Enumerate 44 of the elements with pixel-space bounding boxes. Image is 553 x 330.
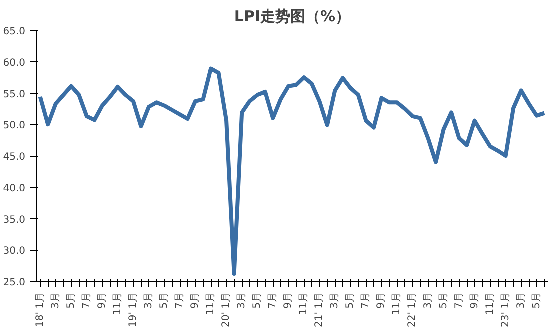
x-tick-label: 3月 [236,292,248,309]
x-tick-label: 18' 1月 [34,292,46,328]
x-tick-label: 7月 [268,292,279,309]
chart-title: LPI走势图（%） [234,8,351,26]
x-tick-label: 5月 [438,292,450,309]
x-tick-label: 9月 [376,292,388,309]
x-tick-label: 20' 1月 [221,292,232,328]
x-tick-label: 11月 [298,292,310,316]
line-series [38,66,547,276]
y-tick-label: 60.0 [3,58,26,69]
x-tick-label: 11月 [206,292,217,316]
x-tick-label: 11月 [392,292,403,316]
x-tick-label: 9月 [190,292,202,309]
x-tick-label: 11月 [484,292,496,316]
x-tick-label: 21' 1月 [314,292,326,328]
x-tick-label: 5月 [159,292,170,309]
x-tick-label: 19' 1月 [128,292,139,328]
x-tick-label: 11月 [112,292,124,316]
x-tick-label: 3月 [516,292,527,309]
x-tick-label: 5月 [345,292,356,309]
x-tick-label: 7月 [360,292,372,309]
x-tick-label: 5月 [66,292,77,309]
x-tick-label: 3月 [143,292,154,309]
y-tick-label: 45.0 [3,152,26,163]
x-tick-label: 7月 [454,292,465,309]
x-tick-label: 23' 1月 [500,292,512,328]
x-tick-label: 3月 [422,292,434,309]
x-tick-label: 5月 [252,292,264,309]
x-tick-label: 3月 [330,292,341,309]
y-tick-label: 40.0 [3,183,26,194]
x-tick-label: 9月 [96,292,108,309]
y-tick-label: 50.0 [3,120,26,132]
x-tick-label: 7月 [174,292,186,309]
y-tick-label: 65.0 [3,26,26,38]
y-tick-label: 55.0 [3,89,26,100]
x-tick-label: 9月 [283,292,294,309]
y-tick-label: 35.0 [3,214,26,226]
x-tick-label: 22' 1月 [407,292,418,328]
x-tick-label: 7月 [81,292,92,309]
x-tick-label: 9月 [469,292,480,309]
x-tick-label: 3月 [50,292,62,309]
y-tick-label: 25.0 [3,278,26,288]
x-tick-label: 5月 [531,292,542,309]
y-tick-label: 30.0 [3,246,26,258]
